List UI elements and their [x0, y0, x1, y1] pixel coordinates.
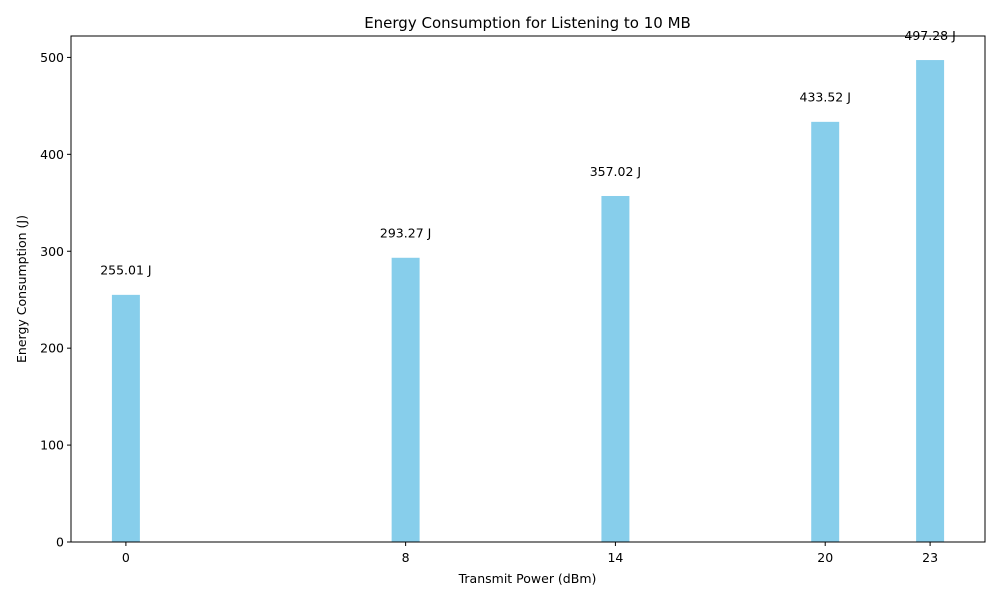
x-tick-label: 23 [922, 550, 938, 565]
bars-layer [111, 60, 945, 543]
bar-23 [916, 60, 945, 542]
data-label-14: 357.02 J [590, 164, 641, 179]
x-tick-label: 20 [817, 550, 833, 565]
y-tick-label: 200 [40, 341, 64, 356]
axes-layer: 0 8 14 20 23 0 100 200 300 400 500 [40, 35, 986, 565]
y-axis-label: Energy Consumption (J) [14, 215, 29, 363]
chart-title: Energy Consumption for Listening to 10 M… [364, 14, 691, 32]
x-axis-label: Transmit Power (dBm) [458, 571, 597, 586]
bar-14 [601, 195, 630, 542]
data-label-20: 433.52 J [800, 90, 851, 105]
data-label-8: 293.27 J [380, 226, 431, 241]
x-tick-label: 0 [122, 550, 130, 565]
bar-20 [811, 121, 840, 543]
data-label-23: 497.28 J [904, 28, 955, 43]
data-labels-layer: 255.01 J 293.27 J 357.02 J 433.52 J 497.28 J [100, 28, 956, 278]
plot-frame [70, 35, 986, 543]
bar-8 [391, 257, 420, 542]
y-tick-label: 100 [40, 438, 64, 453]
data-label-0: 255.01 J [100, 263, 151, 278]
y-tick-label: 0 [56, 535, 64, 550]
x-tick-label: 14 [607, 550, 623, 565]
bar-0 [111, 294, 140, 542]
y-tick-label: 400 [40, 147, 64, 162]
y-tick-label: 500 [40, 50, 64, 65]
y-tick-label: 300 [40, 244, 64, 259]
x-tick-label: 8 [402, 550, 410, 565]
